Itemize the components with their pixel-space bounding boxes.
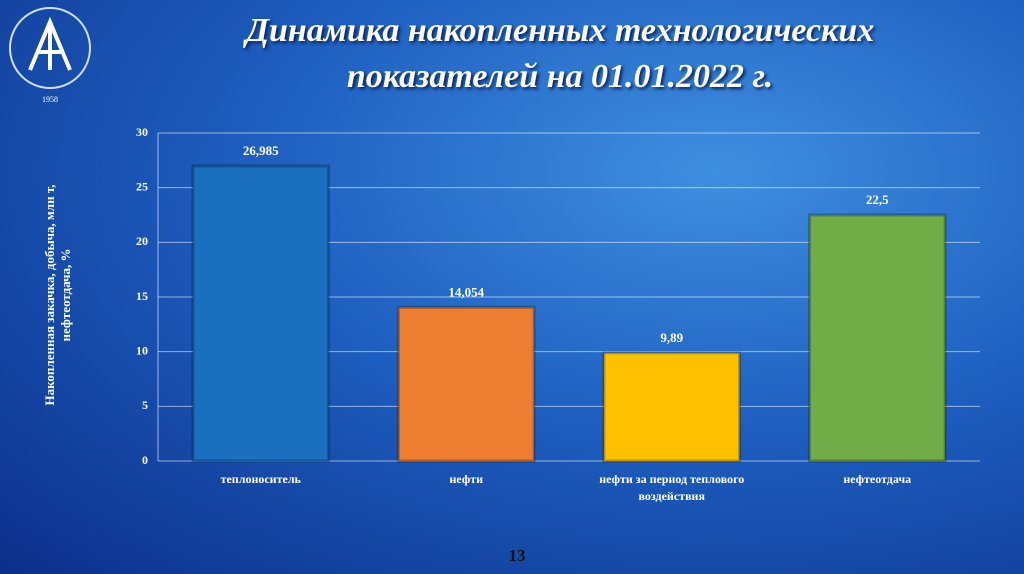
bar — [602, 351, 742, 463]
page-number: 13 — [508, 546, 526, 565]
y-tick-label: 0 — [142, 453, 148, 467]
y-tick-label: 30 — [136, 125, 148, 139]
x-tick-label: нефти за период теплового воздействия — [599, 472, 745, 503]
chart-title: Динамика накопленных технологических пок… — [245, 12, 875, 95]
logo: 1958 — [9, 7, 91, 104]
x-tick-label: теплоноситель — [220, 472, 301, 486]
y-tick-label: 10 — [136, 343, 148, 357]
y-tick-label: 15 — [136, 289, 148, 303]
logo-mark — [28, 16, 72, 71]
y-axis-label: Накопленная закачка, добыча, млн т, нефт… — [42, 184, 73, 406]
x-tick-label: нефтеотдача — [843, 472, 912, 486]
y-tick-label: 5 — [142, 398, 148, 412]
bar — [191, 164, 331, 463]
value-label: 9,89 — [660, 330, 683, 345]
y-tick-label: 20 — [136, 234, 148, 248]
logo-ring — [9, 7, 91, 89]
value-label: 26,985 — [243, 143, 279, 158]
value-label: 14,054 — [448, 284, 484, 299]
value-label: 22,5 — [866, 192, 889, 207]
x-tick-label: нефти — [449, 472, 484, 486]
y-tick-label: 25 — [136, 179, 148, 193]
bar — [396, 305, 536, 463]
bar — [807, 213, 947, 463]
logo-year: 1958 — [42, 95, 58, 104]
